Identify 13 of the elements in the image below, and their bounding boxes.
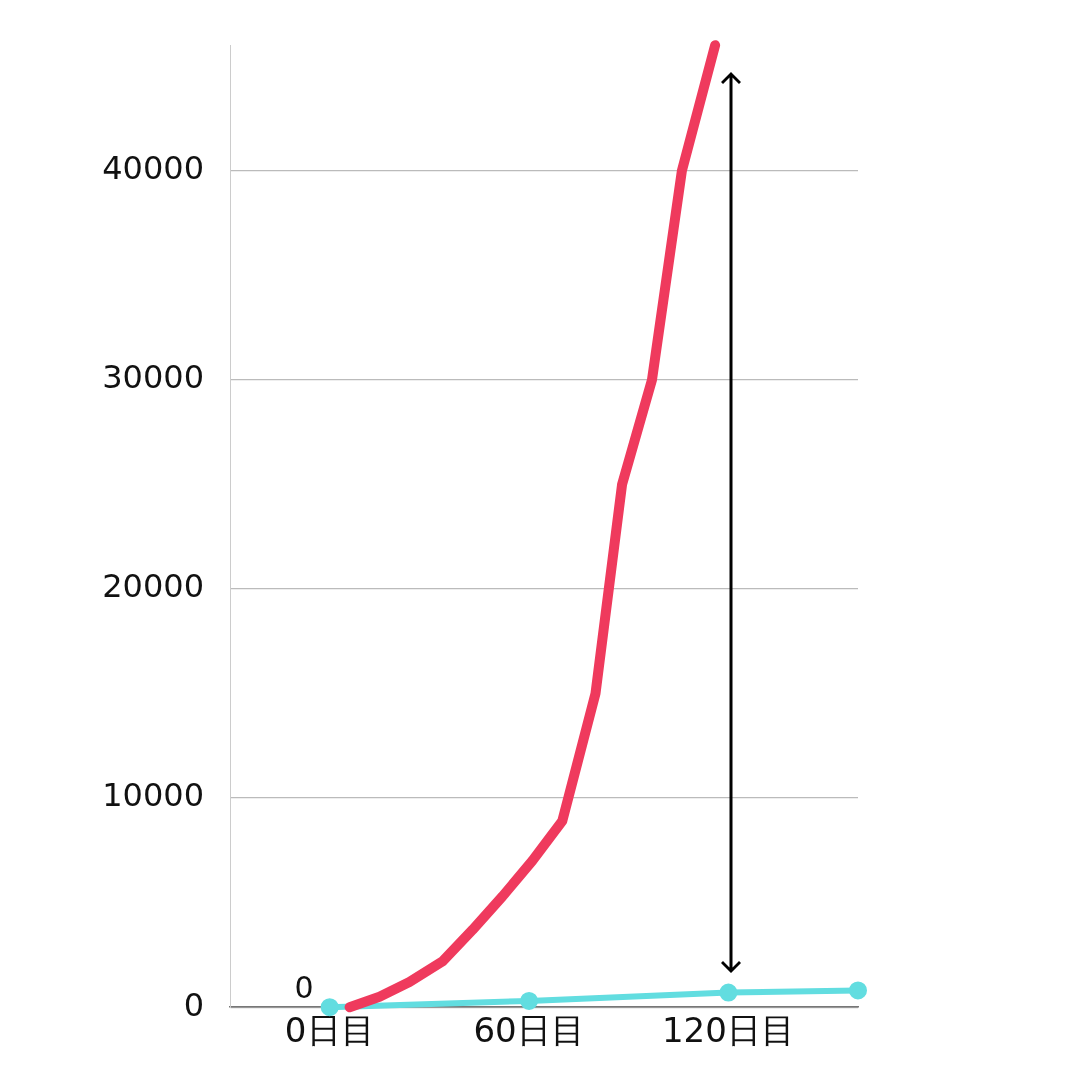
point <box>719 983 738 1002</box>
annotation: 0 <box>294 970 314 1005</box>
point <box>320 998 339 1017</box>
y-tick-label: 10000 <box>102 776 204 815</box>
y-tick-label: 30000 <box>102 358 204 397</box>
y-tick-label: 40000 <box>102 148 204 187</box>
x-tick-label: 60日目 <box>473 1010 585 1051</box>
y-tick-label: 20000 <box>102 567 204 606</box>
point <box>849 981 867 1000</box>
y-tick-label: 0 <box>183 985 204 1024</box>
x-tick-label: 120日目 <box>661 1010 795 1051</box>
x-tick-label: 0日目 <box>284 1010 375 1051</box>
point <box>520 991 539 1010</box>
